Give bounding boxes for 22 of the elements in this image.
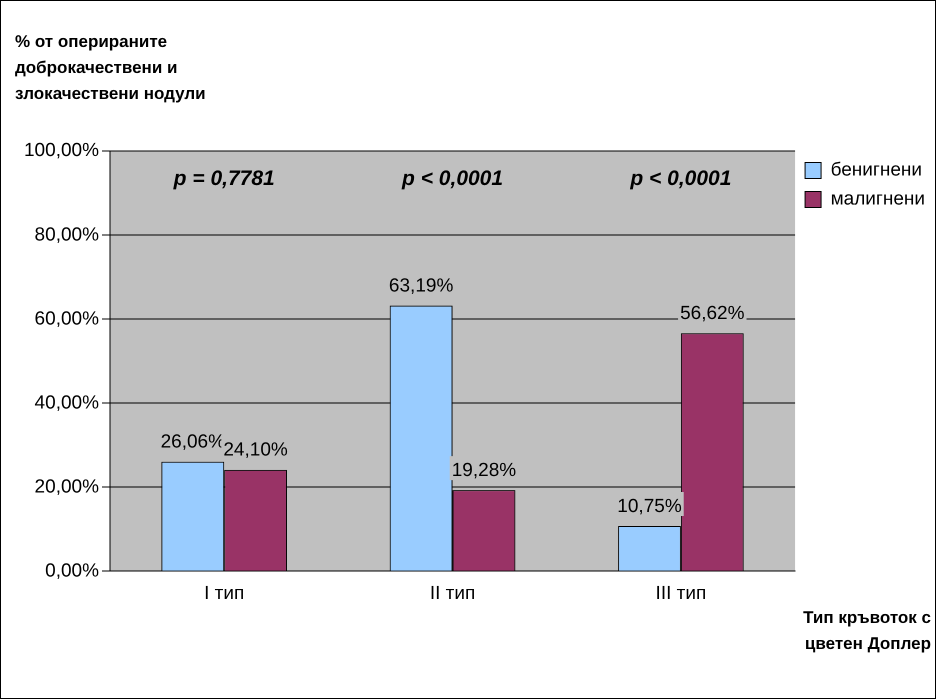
data-label: 24,10% bbox=[223, 440, 288, 461]
y-tick-label: 60,00% bbox=[34, 308, 100, 330]
legend-label: бенигнени bbox=[830, 160, 922, 181]
data-label: 56,62% bbox=[680, 303, 745, 324]
data-label: 26,06% bbox=[160, 431, 226, 452]
annotation: p = 0,7781 bbox=[172, 166, 275, 190]
y-axis-title: % от оперираните доброкачествени и злокачествени нодули bbox=[15, 31, 207, 105]
x-tick-label: II тип bbox=[430, 582, 476, 604]
legend-label: малигнени bbox=[830, 188, 926, 210]
data-label: 10,75% bbox=[617, 496, 682, 517]
annotation: p < 0,0001 bbox=[401, 166, 504, 190]
annotation: p < 0,0001 bbox=[629, 166, 732, 190]
y-tick-label: 80,00% bbox=[34, 224, 100, 246]
y-tick-label: 20,00% bbox=[34, 476, 100, 498]
x-axis-title: Тип кръвоток с цветен Доплер bbox=[802, 607, 931, 655]
y-tick-label: 100,00% bbox=[24, 140, 100, 162]
x-tick-label: III тип bbox=[656, 582, 706, 604]
data-label: 63,19% bbox=[388, 275, 454, 296]
y-tick-label: 0,00% bbox=[45, 560, 100, 582]
y-tick-label: 40,00% bbox=[34, 392, 100, 414]
x-tick-label: I тип bbox=[204, 582, 244, 604]
data-label: 19,28% bbox=[452, 460, 516, 481]
